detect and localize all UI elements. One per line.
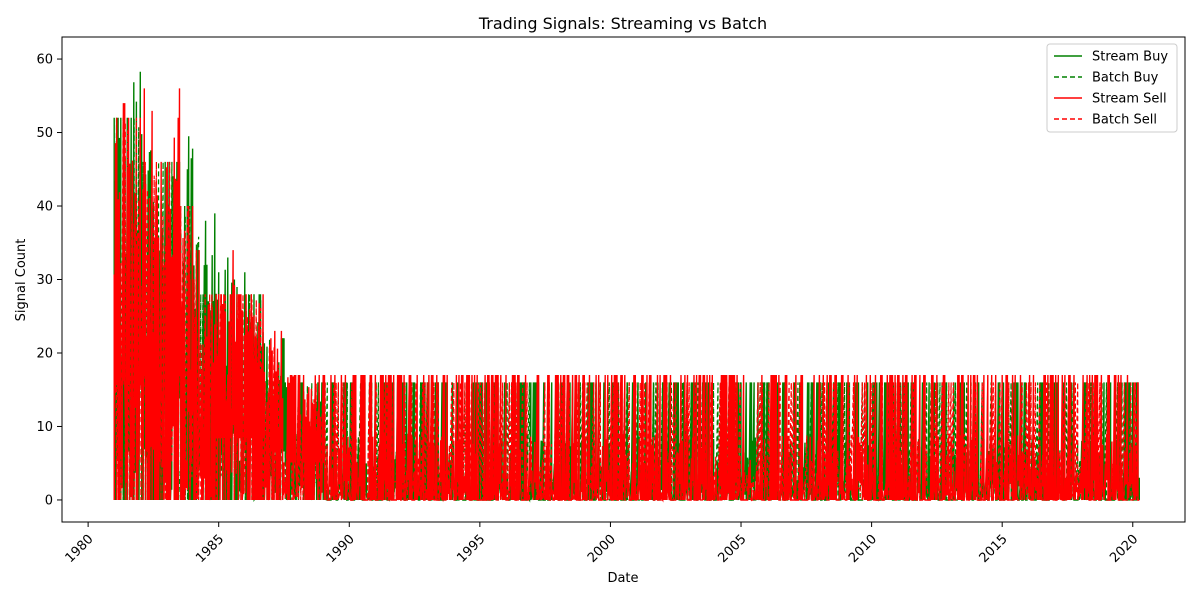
legend: Stream Buy Batch Buy Stream Sell Batch Sell xyxy=(1046,43,1178,133)
y-tick-label: 10 xyxy=(36,420,53,435)
series-line-batch-sell xyxy=(113,117,1140,503)
y-axis-label: Signal Count xyxy=(14,239,29,322)
y-tick-label: 40 xyxy=(36,200,53,215)
legend-entry-label: Batch Sell xyxy=(1092,113,1157,128)
legend-entry-label: Stream Sell xyxy=(1092,92,1167,107)
y-tick-label: 20 xyxy=(36,346,53,361)
x-axis-label: Date xyxy=(607,571,638,586)
series-line-stream-sell xyxy=(113,88,1140,503)
y-tick-label: 30 xyxy=(36,273,53,288)
y-tick-label: 0 xyxy=(45,493,53,508)
legend-box xyxy=(1046,43,1178,133)
y-tick-label: 50 xyxy=(36,126,53,141)
y-axis: 0 10 20 30 40 50 60 xyxy=(36,53,62,508)
chart-title: Trading Signals: Streaming vs Batch xyxy=(478,14,767,33)
legend-entry-label: Stream Buy xyxy=(1092,50,1168,65)
y-tick-label: 60 xyxy=(36,53,53,68)
legend-entry-label: Batch Buy xyxy=(1092,71,1159,86)
series-layer xyxy=(113,71,1140,503)
